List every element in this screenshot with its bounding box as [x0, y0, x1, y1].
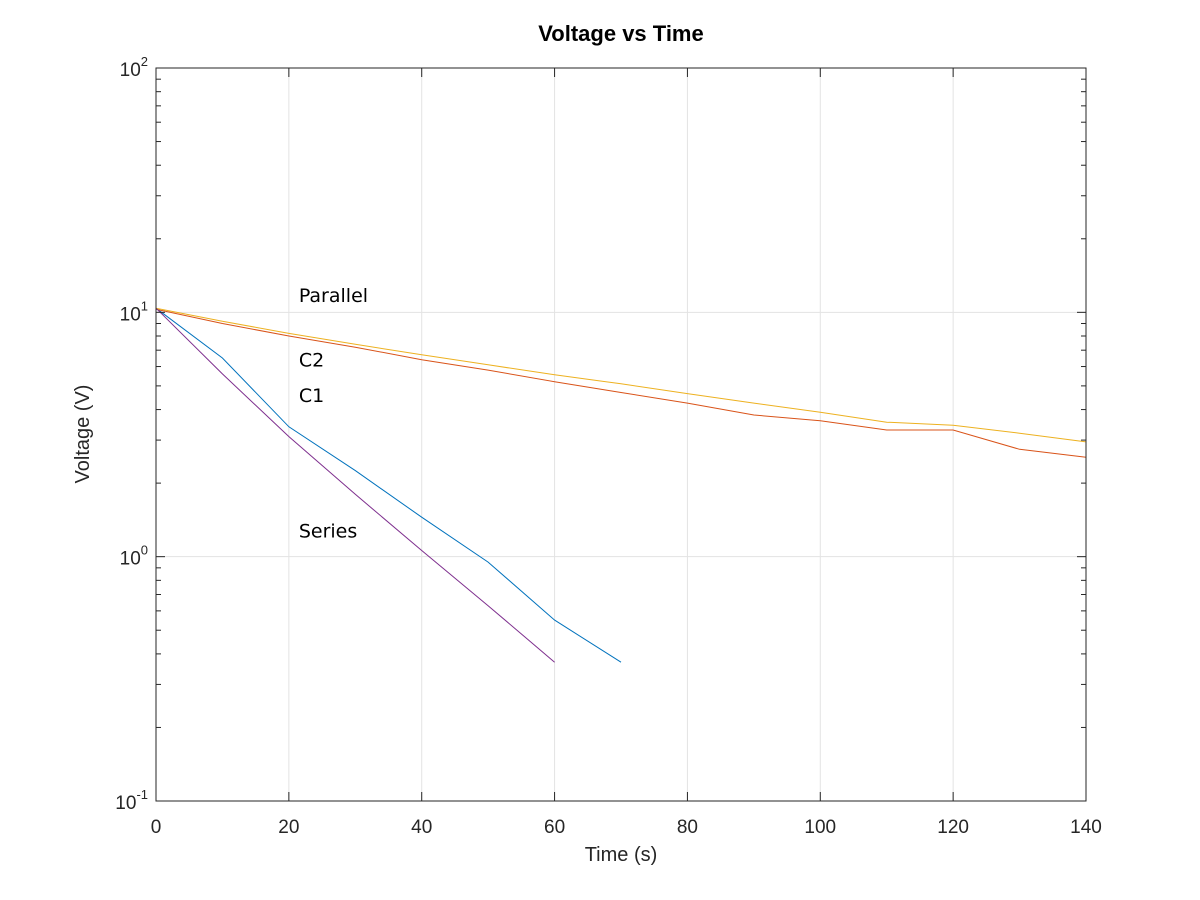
x-tick-label: 140	[1070, 817, 1102, 838]
x-tick-label: 60	[544, 817, 565, 838]
series-line-1	[155, 307, 622, 663]
series-line-2	[155, 308, 1087, 458]
annotation-label: C1	[299, 385, 324, 407]
chart-title: Voltage vs Time	[538, 21, 703, 46]
ticks: 0 20 40 60 80 100 120 140 10-1 100 101 102	[115, 54, 1102, 838]
x-tick-label: 80	[677, 817, 698, 838]
annotation-label: C2	[299, 350, 324, 372]
y-tick-label: 10-1	[115, 787, 148, 814]
x-tick-label: 40	[411, 817, 432, 838]
x-tick-label: 120	[937, 817, 969, 838]
y-tick-label: 102	[120, 54, 148, 81]
x-axis-label: Time (s)	[585, 844, 658, 866]
annotation-label: Series	[299, 520, 357, 542]
series-line-4	[155, 307, 555, 663]
annotations: Parallel C2 C1 Series	[299, 285, 368, 542]
x-tick-label: 20	[278, 817, 299, 838]
y-tick-label: 101	[120, 298, 148, 325]
series-group	[155, 307, 1087, 663]
y-tick-label: 100	[120, 543, 148, 570]
series-line-3	[155, 307, 1087, 443]
annotation-label: Parallel	[299, 285, 368, 307]
y-axis-label: Voltage (V)	[72, 385, 94, 484]
plot-frame	[155, 67, 1087, 802]
x-tick-label: 100	[804, 817, 836, 838]
x-tick-label: 0	[151, 817, 162, 838]
